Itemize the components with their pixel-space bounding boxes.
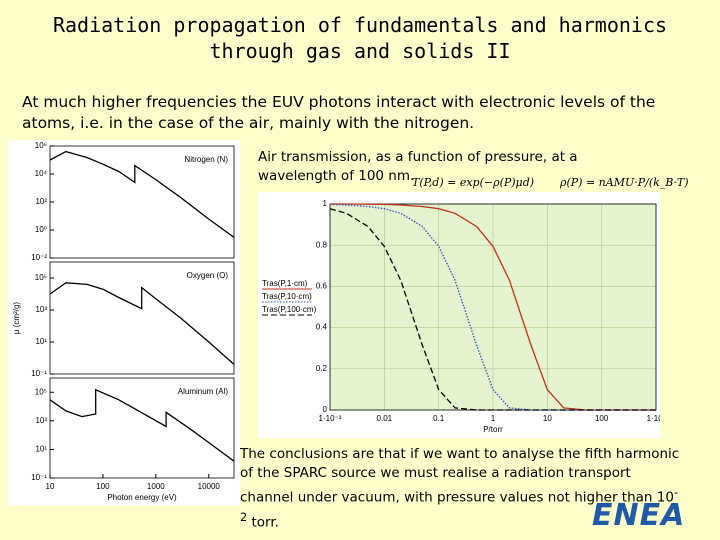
x-tick-label: 0.1: [433, 414, 445, 423]
data-line: [49, 388, 235, 462]
legend-label: Tras(P,100·cm): [262, 305, 317, 314]
y-tick-label: 10³: [35, 305, 47, 314]
data-line: [49, 282, 235, 365]
slide-title: Radiation propagation of fundamentals an…: [52, 13, 668, 63]
exponent: -2: [240, 486, 678, 524]
logo: ENEA: [592, 498, 686, 533]
data-line: [330, 203, 656, 411]
y-tick-label: 10¹: [35, 445, 47, 454]
transmission-chart: 0 0.2 0.4 0.6 0.8 1 1·10⁻³ 0.01 0.1 1 10 100 1·10³ Tr…: [258, 192, 660, 438]
x-tick-label: 1·10⁻³: [319, 414, 342, 423]
y-axis-label: μ (cm²/g): [12, 302, 21, 334]
x-tick-label: 10: [543, 414, 552, 423]
caption: Air transmission, as a function of press…: [258, 149, 578, 184]
formula: ρ(P) = nAMU·P/(k_B·T): [560, 176, 689, 189]
plot-frame: [49, 261, 235, 375]
panel-label: Aluminum (Al): [178, 387, 229, 396]
intro-text: At much higher frequencies the EUV photo…: [22, 93, 656, 132]
x-tick-label: 0.01: [377, 414, 393, 423]
data-line: [329, 203, 656, 411]
conclusion-end: torr.: [247, 514, 279, 530]
x-tick-label: 100: [96, 482, 110, 491]
y-tick-label: 10¹: [35, 337, 47, 346]
y-tick-label: 10⁻¹: [31, 369, 47, 378]
attenuation-chart: 10⁻² 10⁰ 10² 10⁴ 10⁶ Nitrogen (N) 10⁻¹ 10¹ 10³ 10…: [8, 140, 240, 506]
y-tick-label: 0.6: [316, 282, 328, 291]
plot-frame: [49, 145, 235, 259]
x-axis-label: Photon energy (eV): [107, 493, 177, 502]
conclusion: The conclusions are that if we want to a…: [240, 445, 685, 532]
y-tick-label: 10⁴: [35, 169, 48, 178]
data-line: [49, 150, 235, 238]
y-tick-label: 10⁻²: [31, 253, 47, 262]
legend-label: Tras(P,10·cm): [262, 292, 312, 301]
y-tick-label: 10³: [35, 416, 47, 425]
x-tick-label: 100: [595, 414, 609, 423]
y-tick-label: 10⁵: [35, 387, 47, 396]
data-line: [329, 208, 656, 411]
x-tick-label: 10: [46, 482, 55, 491]
y-tick-label: 1: [323, 199, 328, 208]
y-tick-label: 10⁰: [35, 225, 47, 234]
x-tick-label: 1000: [147, 482, 165, 491]
y-tick-label: 10⁵: [35, 273, 47, 282]
panel-label: Oxygen (O): [187, 271, 229, 280]
formula: T(P,d) = exp(−ρ(P)μd): [412, 176, 535, 189]
y-tick-label: 0: [323, 405, 328, 414]
legend-label: Tras(P,1·cm): [262, 279, 308, 288]
x-tick-label: 10000: [198, 482, 221, 491]
y-tick-label: 10⁻¹: [31, 473, 47, 482]
y-tick-label: 10²: [35, 197, 47, 206]
conclusion-text: The conclusions are that if we want to a…: [240, 446, 680, 506]
x-tick-label: 1·10³: [647, 414, 660, 423]
y-tick-label: 0.8: [316, 240, 328, 249]
y-tick-label: 0.2: [316, 364, 328, 373]
plot-frame: [49, 377, 235, 479]
y-tick-label: 0.4: [316, 323, 328, 332]
x-axis-label: P/torr: [483, 425, 503, 434]
x-tick-label: 1: [491, 414, 496, 423]
y-tick-label: 10⁶: [35, 141, 47, 150]
panel-label: Nitrogen (N): [184, 155, 228, 164]
